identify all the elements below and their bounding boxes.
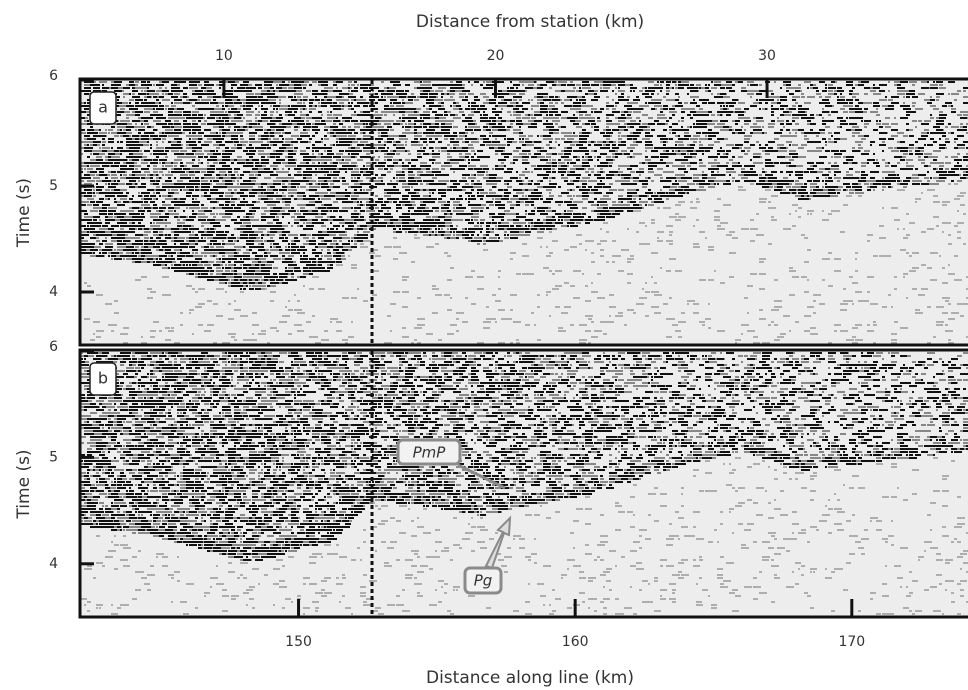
y-axis-title: Time (s): [14, 178, 34, 248]
bottom-axis-title: Distance along line (km): [426, 668, 634, 688]
y-tick-label: 4: [49, 556, 58, 572]
y-tick-label: 6: [49, 339, 58, 355]
y-tick-label: 4: [49, 284, 58, 300]
x-tick-label: 150: [285, 634, 312, 650]
panel-label-box: [89, 362, 117, 396]
annotation-box: [396, 438, 462, 466]
x-tick-label: 170: [838, 634, 865, 650]
seismic-noise: [84, 183, 968, 344]
annotation: Pg: [474, 572, 493, 590]
panel-frame: [78, 77, 968, 347]
panel-label: b: [98, 369, 108, 388]
panel-label-box: [89, 91, 117, 125]
y-axis-title: Time (s): [14, 449, 34, 519]
seismic-trace: [81, 352, 968, 561]
x-tick-label: 160: [562, 634, 589, 650]
annotation-arrow: [484, 515, 512, 570]
annotation-box: [463, 566, 503, 595]
y-tick-label: 5: [49, 449, 58, 465]
panel-label: a: [98, 98, 108, 117]
x2-tick-label: 10: [215, 48, 233, 64]
x2-tick-label: 30: [758, 48, 776, 64]
panel-background: [80, 80, 968, 345]
x2-tick-label: 20: [487, 48, 505, 64]
y-tick-label: 6: [49, 68, 58, 84]
top-axis-title: Distance from station (km): [416, 12, 644, 32]
panel-frame: [78, 348, 968, 619]
annotation-leader: [457, 463, 506, 490]
annotation: PmP: [413, 444, 447, 462]
y-tick-label: 5: [49, 178, 58, 194]
